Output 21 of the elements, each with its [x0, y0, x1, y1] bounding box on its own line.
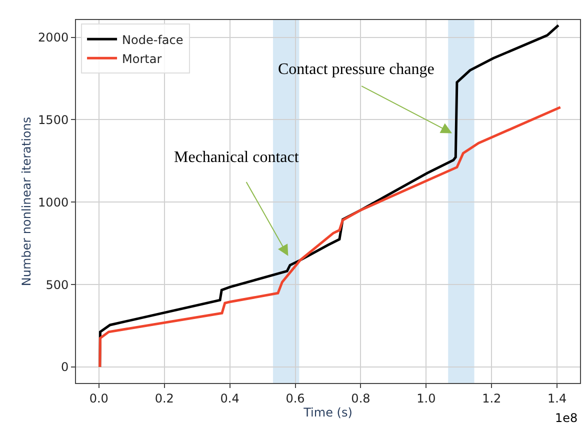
y-tick-label: 1000	[38, 195, 69, 210]
y-tick-label: 2000	[38, 30, 69, 45]
x-tick-label: 0.8	[351, 391, 370, 406]
x-tick-label: 1.0	[416, 391, 436, 406]
text: 1e8	[555, 411, 578, 425]
line-series	[98, 106, 562, 368]
annotation: Mechanical contact	[174, 149, 300, 166]
x-tick-label: 1.4	[548, 391, 567, 406]
x-tick-label: 1.2	[482, 391, 502, 406]
x-tick-label: 0.6	[286, 391, 305, 406]
legend-label: Mortar	[122, 52, 162, 66]
legend-label: Node-face	[122, 32, 184, 47]
y-tick-label: 500	[46, 278, 69, 292]
y-tick-label: 1500	[38, 112, 69, 127]
x-tick-label: 0.4	[220, 391, 240, 406]
x-tick-label: 0.2	[154, 391, 174, 406]
y-axis-title: Number nonlinear iterations	[19, 116, 34, 286]
x-axis-title: Time (s)	[302, 405, 352, 420]
y-tick-label: 0	[60, 360, 69, 374]
x-tick-label: 0.0	[89, 391, 108, 406]
annotation: Contact pressure change	[278, 61, 434, 78]
